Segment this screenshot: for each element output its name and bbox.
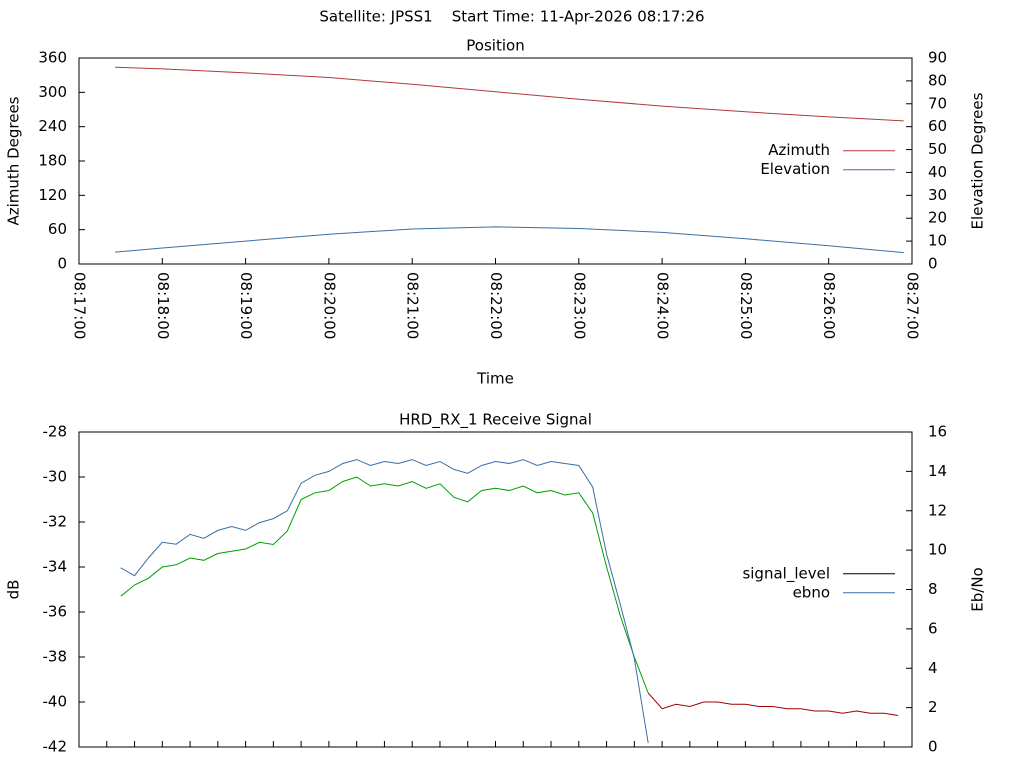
y2-tick-label: 6 [928, 619, 938, 637]
y-axis-label: Azimuth Degrees [5, 96, 23, 225]
y-tick-label: -34 [43, 558, 68, 576]
y-tick-label: -40 [43, 693, 68, 711]
series-line [115, 226, 904, 254]
series-line [115, 66, 904, 122]
y2-tick-label: 2 [928, 698, 938, 716]
y-tick-label: 360 [38, 49, 67, 67]
y-tick-label: -28 [43, 423, 68, 441]
page-title: Satellite: JPSS1 Start Time: 11-Apr-2026… [319, 8, 704, 26]
x-tick-label: 08:19:00 [237, 272, 255, 339]
series-line [647, 692, 899, 716]
legend-label: Elevation [760, 160, 830, 178]
y-axis-label: dB [5, 580, 23, 600]
y2-tick-label: 60 [928, 117, 947, 135]
x-tick-label: 08:24:00 [654, 272, 672, 339]
y2-axis-label: Elevation Degrees [969, 92, 987, 229]
y2-tick-label: 14 [928, 462, 947, 480]
y2-tick-label: 40 [928, 163, 947, 181]
y-tick-label: 0 [57, 255, 67, 273]
y-tick-label: -30 [43, 468, 68, 486]
y-tick-label: 300 [38, 83, 67, 101]
x-tick-label: 08:27:00 [904, 272, 922, 339]
y-tick-label: 60 [48, 220, 67, 238]
x-axis-label: Time [476, 370, 514, 388]
x-tick-label: 08:21:00 [404, 272, 422, 339]
x-tick-label: 08:25:00 [737, 272, 755, 339]
x-tick-label: 08:22:00 [487, 272, 505, 339]
y2-axis-label: Eb/No [969, 567, 987, 611]
y2-tick-label: 70 [928, 94, 947, 112]
legend-label: signal_level [742, 564, 830, 583]
chart-title: HRD_RX_1 Receive Signal [399, 411, 592, 430]
y2-tick-label: 8 [928, 580, 938, 598]
y2-tick-label: 50 [928, 140, 947, 158]
y-tick-label: 180 [38, 152, 67, 170]
y2-tick-label: 12 [928, 501, 947, 519]
y-tick-label: -36 [43, 603, 68, 621]
y2-tick-label: 4 [928, 659, 938, 677]
x-tick-label: 08:20:00 [320, 272, 338, 339]
x-tick-label: 08:23:00 [570, 272, 588, 339]
legend-label: ebno [793, 583, 830, 601]
x-tick-label: 08:18:00 [154, 272, 172, 339]
y-tick-label: 120 [38, 186, 67, 204]
legend-label: Azimuth [768, 141, 830, 159]
y-tick-label: 240 [38, 117, 67, 135]
y2-tick-label: 30 [928, 186, 947, 204]
y2-tick-label: 16 [928, 423, 947, 441]
y2-tick-label: 0 [928, 738, 938, 756]
y2-tick-label: 90 [928, 49, 947, 67]
x-tick-label: 08:26:00 [820, 272, 838, 339]
x-tick-label: 08:17:00 [71, 272, 89, 339]
y2-tick-label: 0 [928, 255, 938, 273]
y-tick-label: -38 [43, 648, 68, 666]
series-line [120, 476, 649, 694]
y2-tick-label: 20 [928, 209, 947, 227]
y-tick-label: -42 [43, 738, 68, 756]
y-tick-label: -32 [43, 513, 68, 531]
y2-tick-label: 10 [928, 541, 947, 559]
y2-tick-label: 80 [928, 71, 947, 89]
chart-title: Position [466, 37, 524, 55]
plot-border [78, 431, 913, 748]
y2-tick-label: 10 [928, 232, 947, 250]
series-line [120, 459, 649, 744]
